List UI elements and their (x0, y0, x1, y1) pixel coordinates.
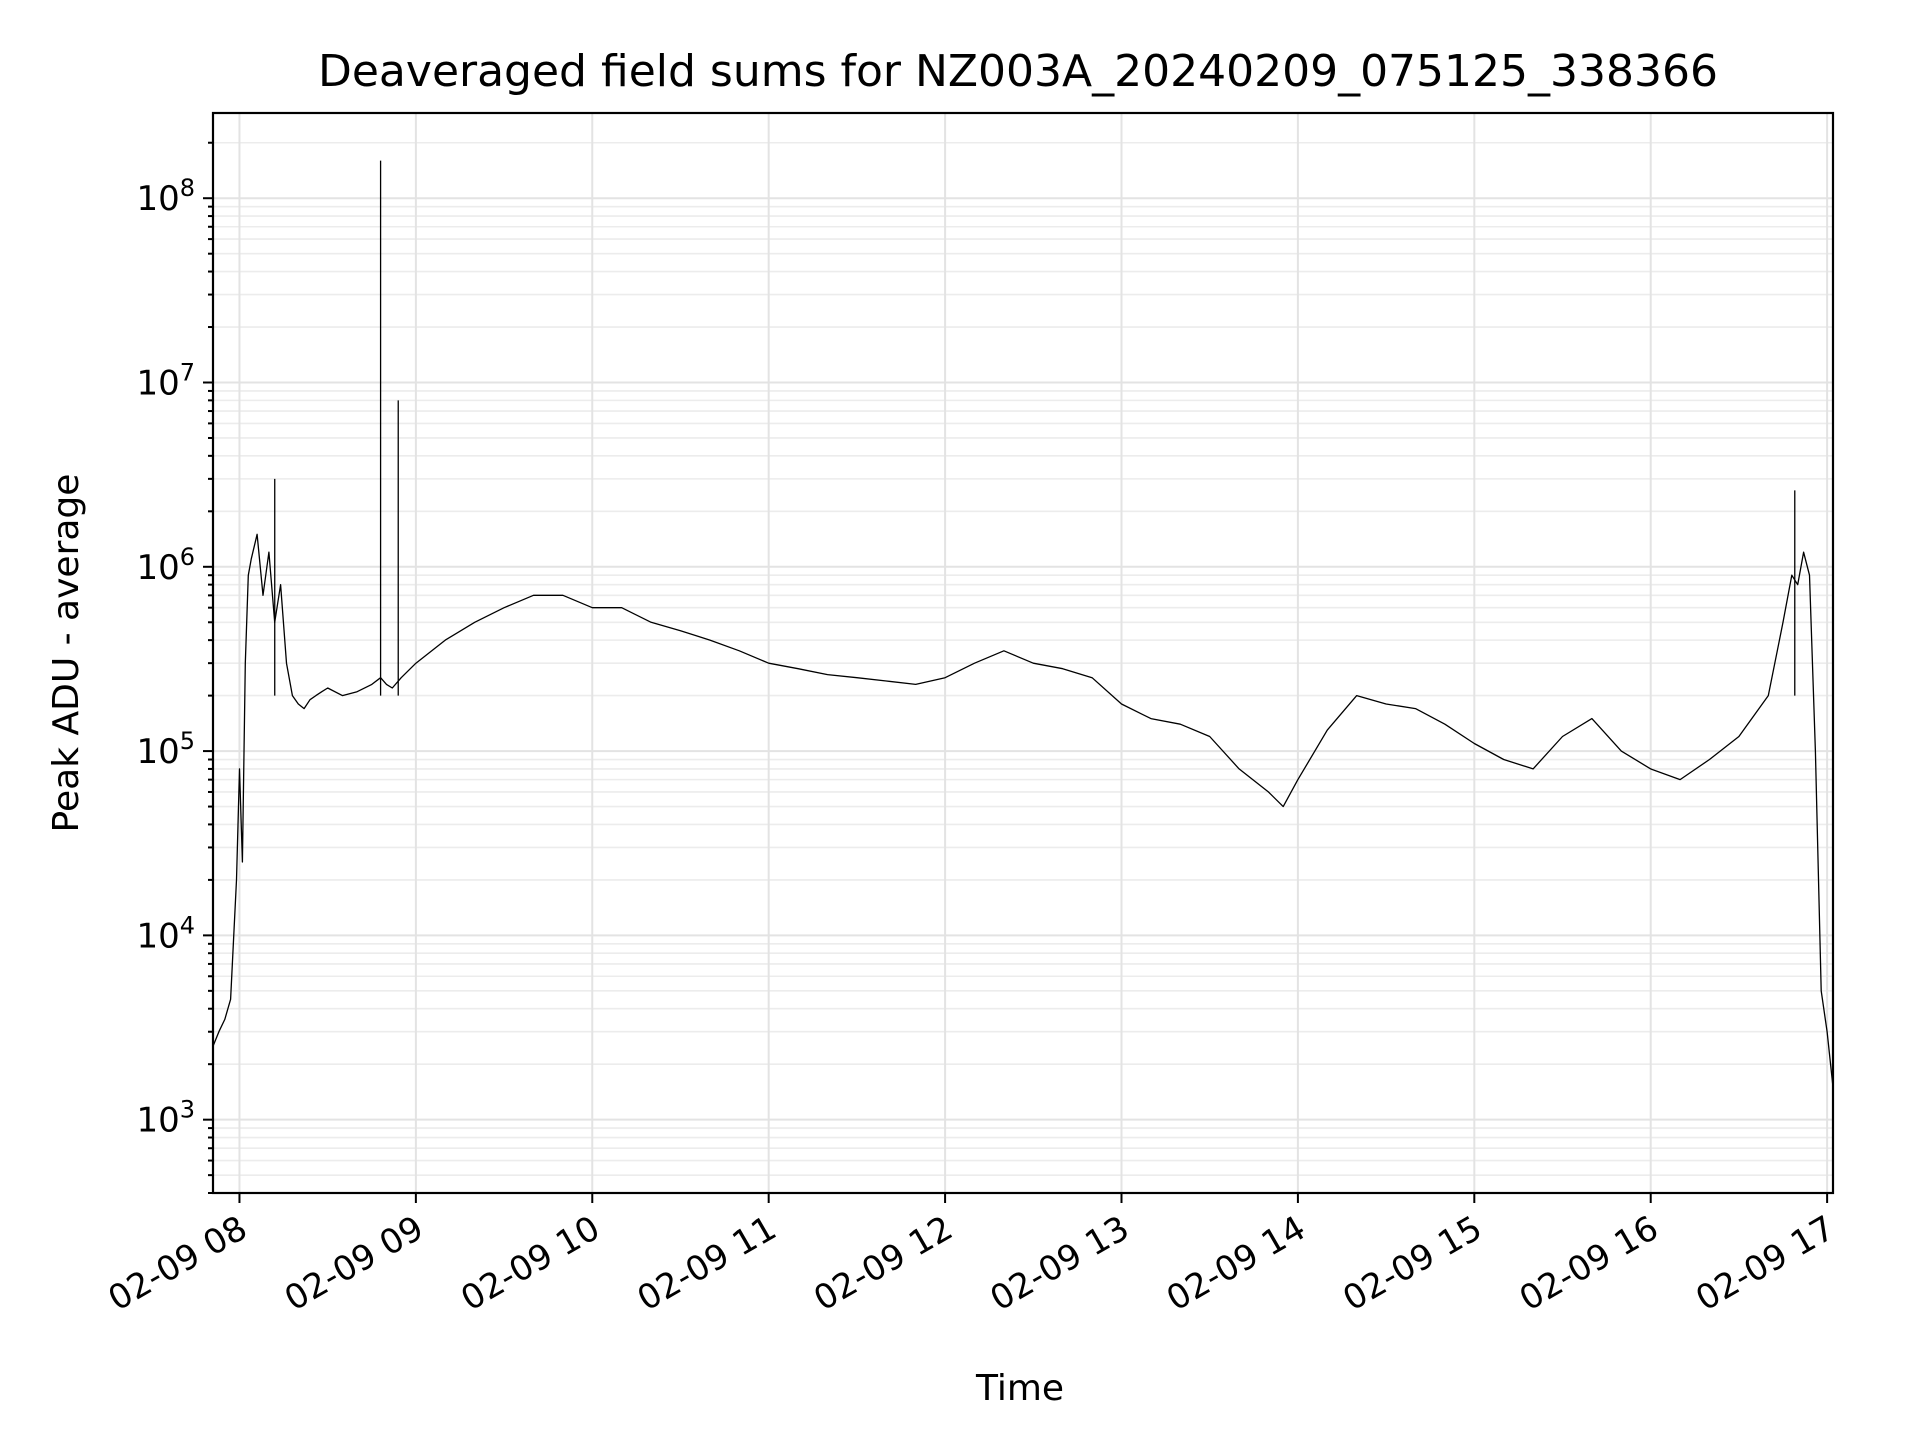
chart-title: Deaveraged field sums for NZ003A_2024020… (318, 46, 1718, 97)
x-tick-label: 02-09 09 (278, 1208, 430, 1319)
y-axis-label: Peak ADU - average (46, 474, 87, 833)
x-tick-label: 02-09 08 (102, 1208, 254, 1319)
x-tick-label: 02-09 12 (807, 1208, 959, 1319)
y-tick-base: 10 (136, 732, 179, 772)
series-layer (212, 160, 1834, 1088)
y-tick-label: 108 (136, 174, 195, 219)
x-tick-label: 02-09 17 (1689, 1208, 1841, 1319)
y-tick-exponent: 8 (180, 174, 195, 202)
grid (213, 113, 1833, 1194)
x-axis-label: Time (975, 1368, 1064, 1409)
y-tick-base: 10 (136, 179, 179, 219)
y-tick-label: 103 (136, 1096, 195, 1141)
y-tick-label: 106 (136, 543, 195, 588)
y-tick-exponent: 7 (180, 359, 195, 387)
series-line (212, 533, 1834, 1088)
x-tick-label: 02-09 16 (1513, 1208, 1665, 1319)
x-tick-label: 02-09 15 (1336, 1208, 1488, 1319)
y-tick-exponent: 5 (180, 727, 195, 755)
x-tick-label: 02-09 13 (984, 1208, 1136, 1319)
y-tick-exponent: 6 (180, 543, 195, 571)
x-tick-label: 02-09 11 (631, 1208, 783, 1319)
x-tick-label: 02-09 10 (454, 1208, 606, 1319)
y-tick-exponent: 3 (180, 1096, 195, 1124)
y-tick-label: 105 (136, 727, 195, 772)
y-tick-base: 10 (136, 364, 179, 404)
x-tick-label: 02-09 14 (1160, 1208, 1312, 1319)
plot-frame (211, 111, 1835, 1195)
x-ticks: 02-09 08 02-09 09 02-09 10 02-09 11 02-09 12… (102, 1193, 1842, 1319)
y-tick-exponent: 4 (180, 911, 195, 939)
y-tick-label: 107 (136, 359, 195, 404)
y-tick-base: 10 (136, 548, 179, 588)
y-tick-base: 10 (136, 1101, 179, 1141)
y-tick-label: 104 (136, 911, 195, 956)
y-tick-base: 10 (136, 916, 179, 956)
